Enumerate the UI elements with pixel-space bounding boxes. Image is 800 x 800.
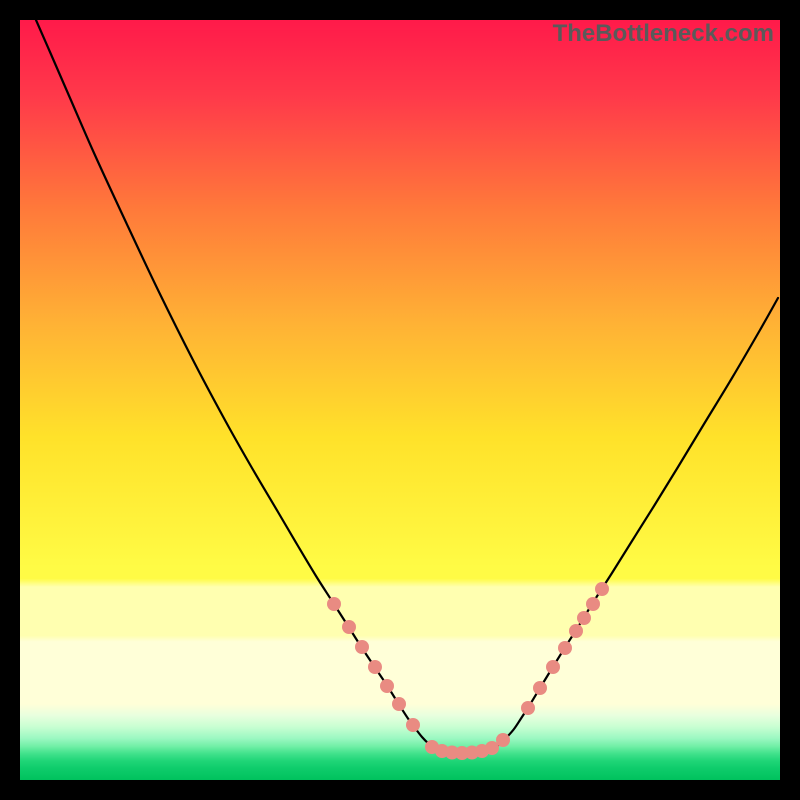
marker-point <box>577 611 591 625</box>
gradient-background <box>20 20 780 780</box>
marker-point <box>521 701 535 715</box>
marker-point <box>586 597 600 611</box>
marker-point <box>327 597 341 611</box>
watermark-text: TheBottleneck.com <box>553 20 774 48</box>
marker-point <box>558 641 572 655</box>
marker-point <box>546 660 560 674</box>
marker-point <box>569 624 583 638</box>
marker-point <box>342 620 356 634</box>
marker-point <box>380 679 394 693</box>
chart-svg <box>0 0 800 800</box>
marker-point <box>595 582 609 596</box>
marker-point <box>392 697 406 711</box>
marker-point <box>496 733 510 747</box>
marker-point <box>406 718 420 732</box>
marker-point <box>533 681 547 695</box>
marker-point <box>355 640 369 654</box>
marker-point <box>368 660 382 674</box>
